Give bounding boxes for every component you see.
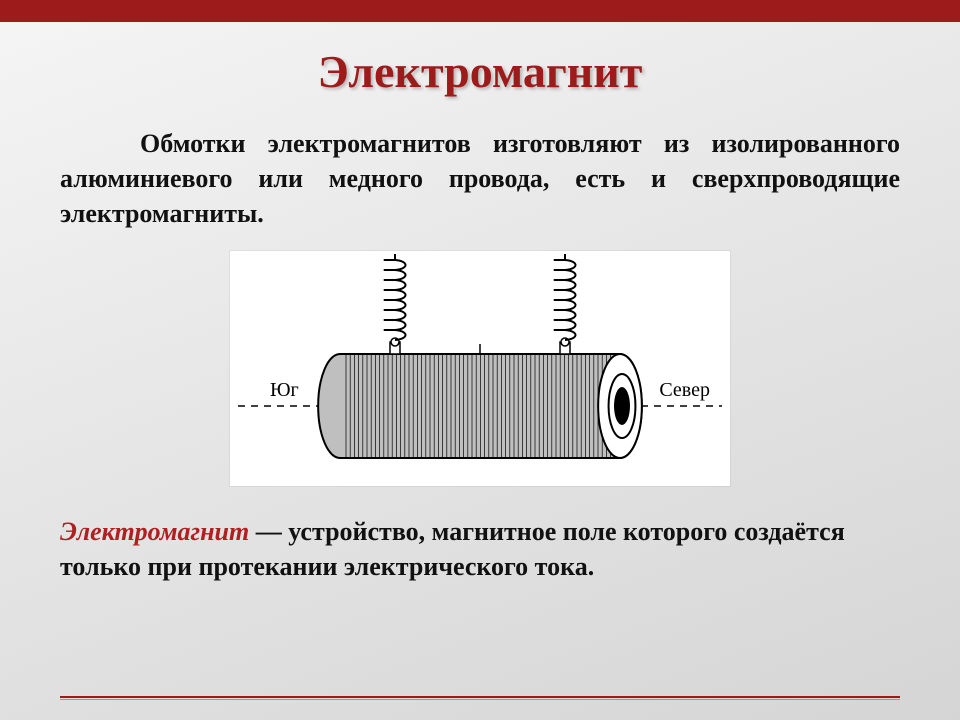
body-paragraph: Обмотки электромагнитов изготовляют из и… <box>60 126 900 231</box>
definition-paragraph: Электромагнит — устройство, магнитное по… <box>60 514 900 584</box>
electromagnet-figure: Юг Север <box>230 251 730 486</box>
svg-text:Север: Север <box>659 379 710 401</box>
electromagnet-svg: Юг Север <box>230 251 730 486</box>
banner-top <box>0 0 960 22</box>
figure-container: Юг Север <box>60 251 900 486</box>
banner-bottom <box>60 696 900 700</box>
svg-text:Юг: Юг <box>270 379 299 401</box>
slide: Электромагнит Обмотки электромагнитов из… <box>0 0 960 720</box>
definition-term: Электромагнит <box>60 517 249 546</box>
